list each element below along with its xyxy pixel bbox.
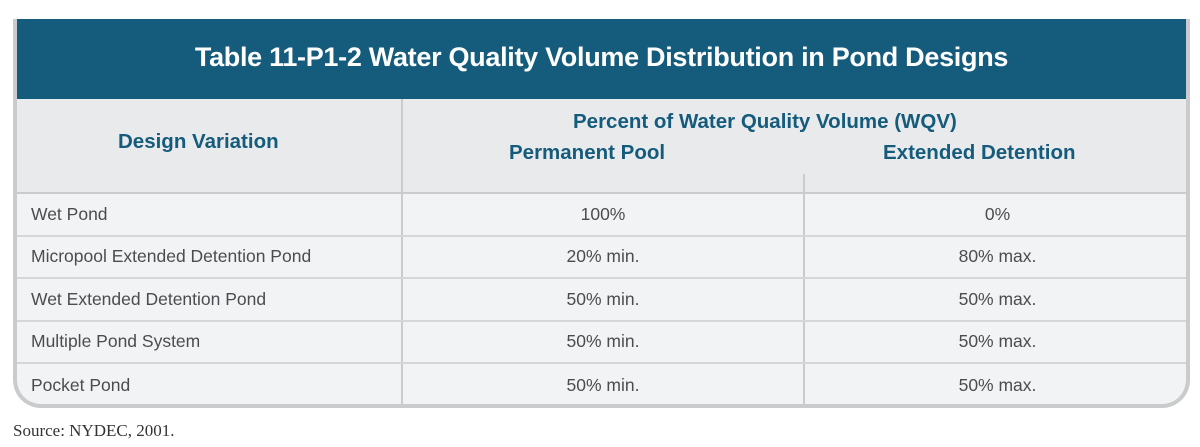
column-divider: [803, 174, 805, 404]
cell-permanent-pool: 20% min.: [566, 246, 640, 267]
cell-design: Pocket Pond: [31, 374, 131, 395]
table-row: Pocket Pond 50% min. 50% max.: [17, 364, 1186, 404]
column-header-permanent-pool: Permanent Pool: [509, 141, 666, 164]
cell-extended-detention: 0%: [984, 203, 1011, 224]
column-group-header-percent-wqv: Percent of Water Quality Volume (WQV): [573, 110, 957, 133]
table-row: Wet Extended Detention Pond 50% min. 50%…: [17, 279, 1186, 322]
column-header-extended-detention: Extended Detention: [883, 141, 1076, 164]
column-header-design-variation: Design Variation: [118, 130, 279, 153]
table-title-bar: Table 11-P1-2 Water Quality Volume Distr…: [17, 19, 1186, 99]
source-note: Source: NYDEC, 2001.: [13, 421, 175, 440]
table-row: Multiple Pond System 50% min. 50% max.: [17, 322, 1186, 364]
cell-design: Wet Extended Detention Pond: [31, 288, 267, 309]
cell-permanent-pool: 50% min.: [566, 288, 640, 309]
table-row: Micropool Extended Detention Pond 20% mi…: [17, 237, 1186, 279]
table-title: Table 11-P1-2 Water Quality Volume Distr…: [194, 41, 1009, 72]
table-body: Wet Pond 100% 0% Micropool Extended Dete…: [17, 194, 1186, 404]
cell-design: Wet Pond: [31, 203, 108, 224]
cell-permanent-pool: 50% min.: [566, 374, 640, 395]
data-table: Table 11-P1-2 Water Quality Volume Distr…: [13, 19, 1190, 408]
column-divider: [401, 99, 403, 404]
cell-design: Micropool Extended Detention Pond: [31, 246, 312, 267]
cell-design: Multiple Pond System: [31, 331, 201, 352]
table-row: Wet Pond 100% 0%: [17, 194, 1186, 237]
cell-extended-detention: 50% max.: [958, 331, 1037, 352]
cell-extended-detention: 50% max.: [958, 288, 1037, 309]
cell-permanent-pool: 50% min.: [566, 331, 640, 352]
cell-permanent-pool: 100%: [580, 203, 626, 224]
cell-extended-detention: 50% max.: [958, 374, 1037, 395]
table-header-row: Design Variation Percent of Water Qualit…: [17, 99, 1186, 194]
cell-extended-detention: 80% max.: [958, 246, 1037, 267]
